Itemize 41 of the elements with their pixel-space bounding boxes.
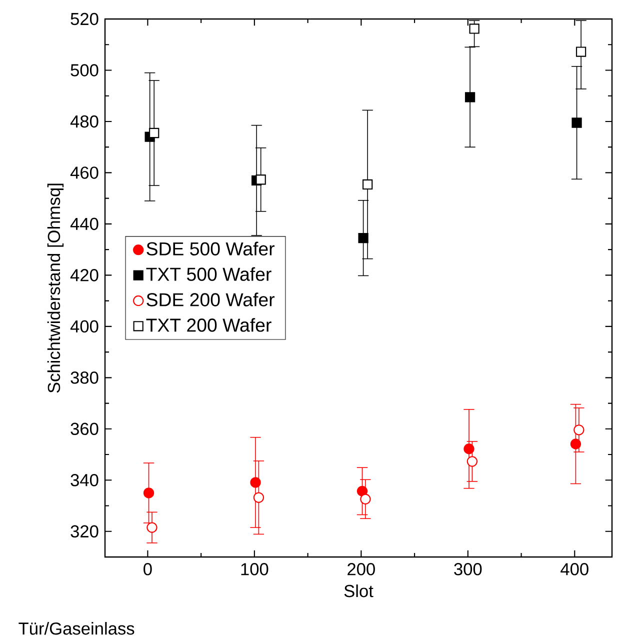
x-tick-label: 300 [454, 563, 482, 576]
point [570, 438, 582, 450]
y-axis-title: Schichtwiderstand [Ohmsq] [47, 184, 64, 393]
point [358, 232, 368, 244]
legend-label: SDE 500 Wafer [146, 242, 274, 256]
y-tick-label: 320 [70, 525, 98, 538]
point [149, 128, 160, 138]
x-tick-label: 0 [144, 563, 152, 576]
point [256, 174, 266, 185]
point [362, 179, 373, 190]
point [466, 456, 478, 467]
x-tick-label: 200 [348, 563, 375, 576]
y-tick-label: 400 [70, 320, 98, 333]
point [360, 494, 371, 504]
y-tick-label: 440 [70, 218, 98, 230]
y-tick-label: 500 [70, 64, 98, 76]
x-tick-label: 400 [560, 563, 588, 576]
y-tick-label: 480 [70, 115, 98, 128]
point [253, 492, 264, 503]
x-axis-title: Slot [344, 584, 374, 598]
y-tick-label: 360 [70, 422, 98, 436]
point [464, 444, 474, 454]
point [146, 522, 158, 533]
text: Tür/Gaseinlass [18, 622, 134, 635]
x-tick-label: 100 [241, 563, 268, 576]
y-tick-label: 380 [70, 372, 98, 384]
legend-label: SDE 200 Wafer [146, 292, 274, 306]
point [143, 488, 154, 498]
point [469, 24, 480, 34]
point [356, 486, 368, 496]
y-tick-label: 340 [70, 474, 98, 486]
point [576, 46, 586, 57]
point [572, 118, 582, 128]
y-tick-label: 520 [70, 12, 98, 26]
point [464, 92, 476, 102]
point [574, 424, 584, 436]
legend-label: TXT 200 Wafer [146, 318, 272, 332]
legend-label: TXT 500 Wafer [146, 267, 272, 281]
y-tick-label: 460 [70, 166, 98, 179]
y-tick-label: 420 [70, 269, 98, 282]
point [250, 477, 261, 488]
